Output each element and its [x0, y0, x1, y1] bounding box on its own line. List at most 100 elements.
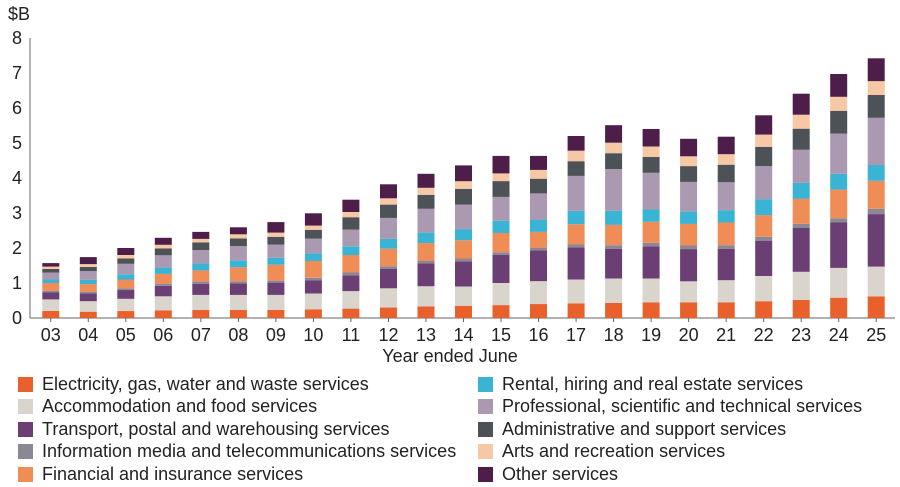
x-tick-label: 20 — [679, 325, 699, 345]
bar-segment — [605, 245, 623, 249]
bar-segment — [154, 248, 172, 256]
x-tick-label: 15 — [491, 325, 511, 345]
bar-segment — [605, 278, 623, 303]
bar-segment — [192, 250, 210, 264]
bar-segment — [79, 311, 97, 318]
legend-label: Arts and recreation services — [502, 441, 726, 461]
bar-segment — [455, 188, 472, 205]
bar-segment — [417, 260, 435, 264]
bar-segment — [567, 175, 585, 211]
bar-segment — [42, 290, 60, 293]
bar-segment — [154, 310, 172, 318]
bar-segment — [192, 263, 210, 271]
bar-segment — [267, 264, 285, 281]
bar-segment — [567, 247, 585, 280]
bar-segment — [267, 244, 285, 258]
bar-segment — [417, 173, 435, 188]
legend-item: Electricity, gas, water and waste servic… — [18, 373, 369, 395]
bar-segment — [304, 280, 322, 294]
bar-segment — [79, 257, 97, 265]
bar-segment — [492, 155, 510, 174]
bar-segment — [717, 222, 735, 246]
bar-segment — [830, 297, 848, 318]
bars-group — [42, 58, 885, 319]
bar-segment — [530, 178, 547, 194]
bar-segment — [605, 224, 623, 246]
bar-segment — [792, 182, 810, 199]
legend-item: Arts and recreation services — [478, 441, 725, 463]
bar-segment — [792, 149, 810, 183]
bar-segment — [755, 166, 773, 200]
bar-segment — [567, 244, 585, 248]
bar-segment — [229, 283, 247, 295]
legend-swatch — [18, 466, 33, 482]
bar-segment — [642, 302, 660, 319]
y-tick-label: 8 — [12, 28, 22, 48]
legend-item: Information media and telecommunications… — [18, 441, 456, 463]
bar-segment — [42, 311, 60, 318]
x-tick-label: 05 — [116, 325, 136, 345]
bar-segment — [342, 246, 360, 256]
bar-segment — [380, 184, 397, 199]
bar-segment — [492, 252, 510, 255]
x-tick-label: 11 — [342, 325, 361, 345]
x-tick-label: 19 — [641, 325, 661, 345]
bar-segment — [680, 281, 698, 303]
bar-segment — [417, 263, 435, 287]
bar-segment — [304, 277, 322, 281]
bar-segment — [229, 294, 247, 310]
legend-swatch — [18, 421, 33, 437]
legend-item: Financial and insurance services — [18, 463, 303, 485]
x-tick-label: 24 — [829, 325, 849, 345]
bar-segment — [642, 157, 660, 173]
legend-label: Other services — [502, 463, 619, 484]
y-tick-label: 7 — [12, 63, 22, 83]
bar-segment — [229, 227, 247, 235]
bar-segment — [680, 181, 698, 212]
bar-segment — [380, 307, 397, 318]
bar-segment — [755, 115, 773, 135]
legend-label: Transport, postal and warehousing servic… — [42, 418, 390, 439]
bar-segment — [642, 278, 660, 303]
bar-segment — [229, 281, 247, 284]
bar-segment — [530, 250, 547, 282]
bar-segment — [567, 210, 585, 225]
bar-segment — [530, 193, 547, 220]
bar-segment — [229, 260, 247, 268]
legend-item: Transport, postal and warehousing servic… — [18, 418, 390, 440]
x-tick-label: 22 — [754, 325, 774, 345]
bar-segment — [492, 181, 510, 197]
y-tick-label: 2 — [12, 238, 22, 258]
bar-segment — [154, 267, 172, 274]
bar-segment — [792, 228, 810, 272]
legend-swatch — [18, 399, 33, 414]
bar-segment — [267, 294, 285, 310]
bar-segment — [792, 271, 810, 300]
bar-segment — [792, 114, 810, 129]
bar-segment — [492, 255, 510, 283]
bar-segment — [42, 269, 60, 273]
legend-swatch — [478, 376, 493, 392]
bar-segment — [380, 266, 397, 269]
bar-segment — [642, 246, 660, 279]
bar-segment — [680, 138, 698, 157]
bar-segment — [717, 136, 735, 155]
legend-label: Rental, hiring and real estate services — [502, 373, 804, 394]
bar-segment — [342, 199, 360, 212]
bar-segment — [79, 266, 97, 272]
bar-segment — [792, 128, 810, 150]
bar-segment — [79, 271, 97, 280]
bar-segment — [680, 166, 698, 182]
bar-segment — [492, 283, 510, 306]
legend-item: Professional, scientific and technical s… — [478, 396, 862, 418]
bar-segment — [304, 309, 322, 319]
bar-segment — [755, 215, 773, 237]
bar-segment — [229, 267, 247, 282]
bar-segment — [342, 211, 360, 218]
x-tick-label: 10 — [303, 325, 323, 345]
bar-segment — [304, 260, 322, 278]
bar-segment — [455, 229, 472, 241]
legend-label: Electricity, gas, water and waste servic… — [42, 373, 369, 394]
bar-segment — [79, 284, 97, 292]
